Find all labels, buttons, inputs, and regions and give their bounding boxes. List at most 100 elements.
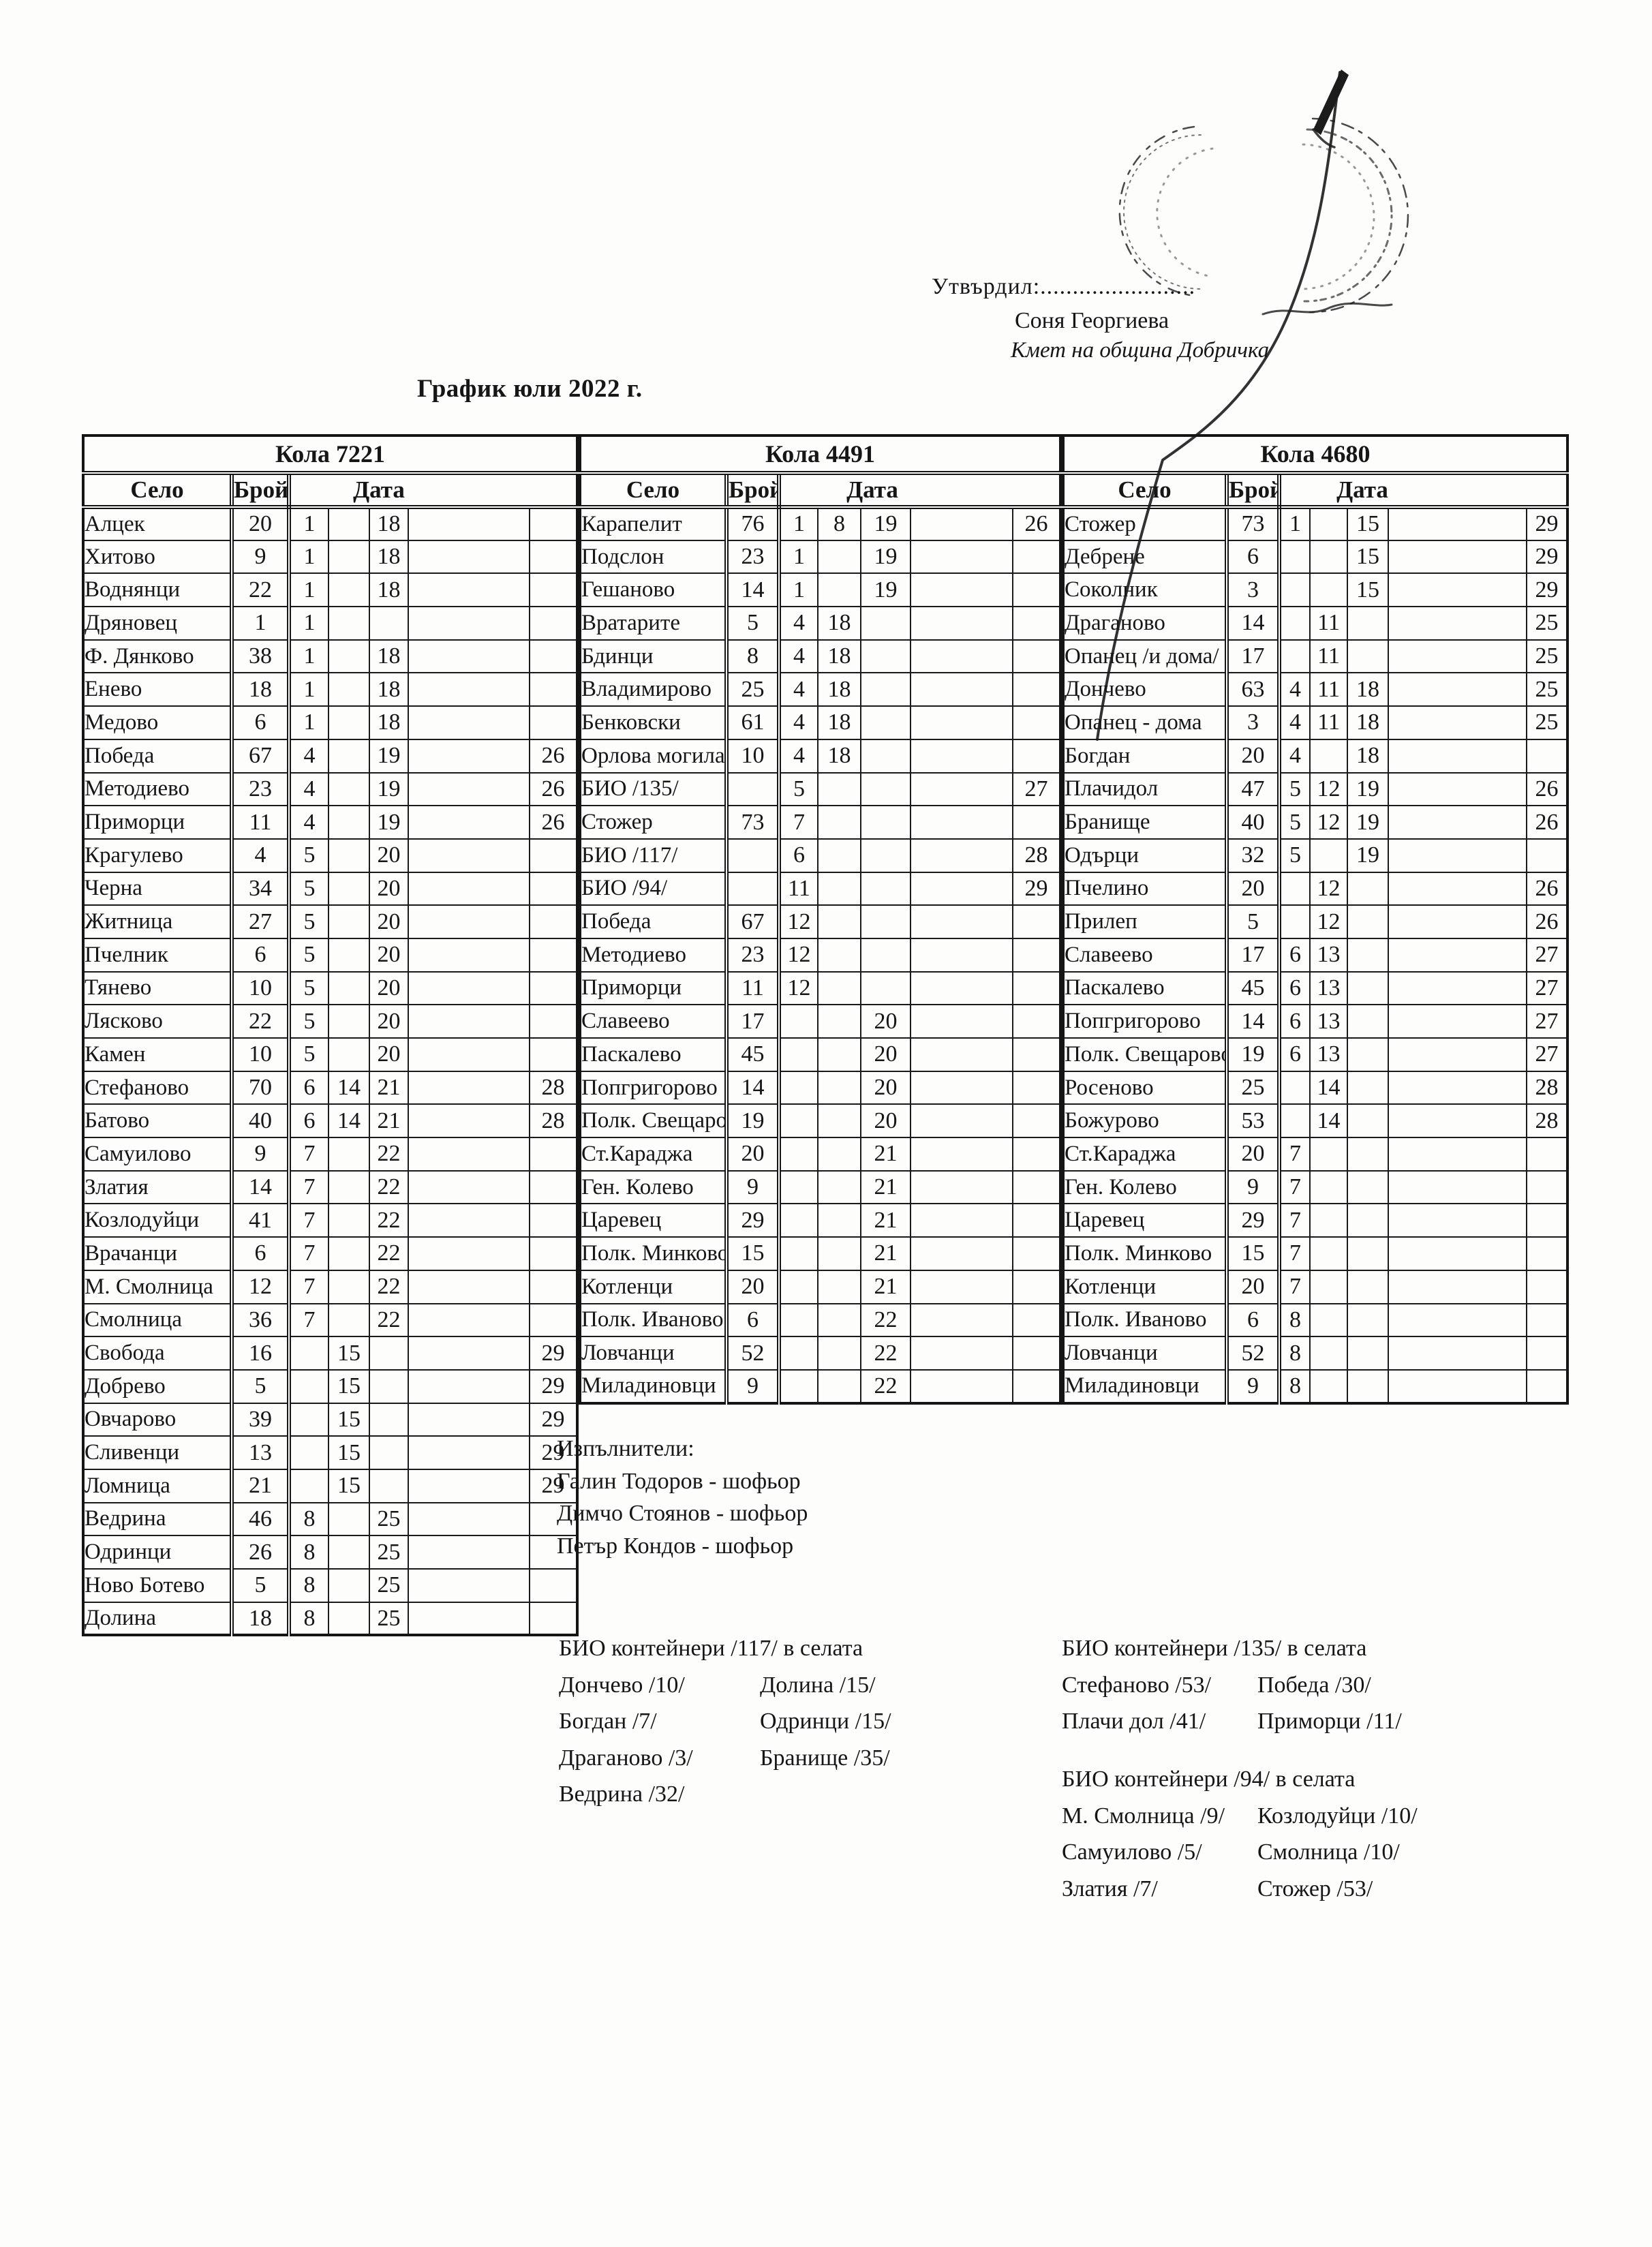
date-spacer-cell — [1388, 937, 1527, 973]
executor-name: Галин Тодоров - шофьор — [557, 1468, 801, 1494]
village-cell: Приморци — [579, 970, 727, 1006]
date-cell-4 — [1012, 606, 1061, 641]
date-cell-2 — [328, 904, 370, 939]
table-row: М. Смолница 12 7 22 — [82, 1269, 578, 1304]
date-cell-4 — [1012, 1269, 1061, 1304]
date-cell-1: 5 — [288, 937, 329, 973]
date-cell-4 — [529, 572, 578, 608]
date-cell-1: 4 — [778, 606, 819, 641]
bio-village-item: Стефаново /53/ — [1062, 1672, 1212, 1698]
date-cell-4 — [529, 639, 578, 674]
date-cell-1: 4 — [1279, 672, 1311, 707]
signature-flourish — [1261, 302, 1393, 316]
table-row: Полк. Иваново 6 22 — [579, 1302, 1061, 1338]
table-row: Котленци 20 7 — [1062, 1269, 1568, 1304]
column-header-count: Брой — [230, 472, 291, 509]
date-cell-2: 13 — [1309, 1004, 1348, 1039]
date-spacer-cell — [910, 506, 1013, 541]
count-cell: 18 — [230, 1601, 291, 1636]
date-spacer-cell — [1388, 1336, 1527, 1371]
bio-left-column: Дончево /10/Богдан /7/Драганово /3/Ведри… — [559, 1667, 760, 1813]
date-cell-1: 1 — [288, 506, 329, 541]
date-cell-1 — [288, 1336, 329, 1371]
village-cell: Владимирово — [579, 672, 727, 707]
date-cell-1: 4 — [288, 738, 329, 774]
date-cell-4 — [529, 871, 578, 906]
village-cell: Ведрина — [82, 1501, 232, 1537]
village-cell: Ст.Караджа — [1062, 1137, 1227, 1172]
vehicle-group-table: Кола 7221 Село Брой Дата Алцек 20 1 18 Хитов… — [82, 434, 579, 1637]
date-spacer-cell — [408, 1004, 530, 1039]
date-cell-2: 14 — [1309, 1070, 1348, 1105]
date-cell-3: 15 — [1347, 539, 1389, 575]
date-cell-2 — [328, 871, 370, 906]
table-row: Опанец /и дома/17 11 25 — [1062, 639, 1568, 674]
village-cell: Бенковски — [579, 705, 727, 740]
count-cell: 15 — [1225, 1236, 1281, 1271]
stamp-right-mark — [1299, 117, 1409, 314]
village-cell: Одърци — [1062, 838, 1227, 873]
date-cell-2 — [328, 1501, 370, 1537]
bio-village-item: Стожер /53/ — [1257, 1876, 1373, 1901]
date-cell-1: 8 — [288, 1501, 329, 1537]
date-cell-3: 18 — [369, 539, 409, 575]
date-cell-3 — [860, 904, 911, 939]
date-cell-3 — [369, 1402, 409, 1437]
table-row: Божурово 53 14 28 — [1062, 1103, 1568, 1139]
village-cell: БИО /117/ — [579, 838, 727, 873]
date-cell-1: 4 — [778, 738, 819, 774]
date-cell-4: 29 — [1526, 539, 1568, 575]
date-cell-2 — [328, 572, 370, 608]
date-cell-2 — [328, 1601, 370, 1636]
date-spacer-cell — [408, 1070, 530, 1105]
date-cell-4 — [1012, 1336, 1061, 1371]
date-cell-3: 22 — [369, 1137, 409, 1172]
date-spacer-cell — [910, 1137, 1013, 1172]
date-cell-1 — [288, 1435, 329, 1470]
date-cell-2: 13 — [1309, 937, 1348, 973]
date-cell-3: 21 — [860, 1269, 911, 1304]
date-spacer-cell — [408, 1137, 530, 1172]
count-cell: 29 — [1225, 1203, 1281, 1238]
count-cell: 39 — [230, 1402, 291, 1437]
bio-right-column: Козлодуйци /10/Смолница /10/Стожер /53/ — [1257, 1798, 1418, 1908]
date-cell-4 — [1012, 738, 1061, 774]
date-cell-1: 1 — [778, 539, 819, 575]
village-cell: Миладиновци — [1062, 1369, 1227, 1404]
date-spacer-cell — [408, 871, 530, 906]
village-cell: Стожер — [1062, 506, 1227, 541]
date-cell-3 — [1347, 1070, 1389, 1105]
village-cell: Дончево — [1062, 672, 1227, 707]
bio-village-item: Драганово /3/ — [559, 1745, 693, 1771]
date-cell-4 — [1012, 672, 1061, 707]
date-cell-4: 28 — [1526, 1070, 1568, 1105]
date-cell-2 — [817, 539, 861, 575]
date-spacer-cell — [1388, 1170, 1527, 1205]
date-cell-2: 15 — [328, 1435, 370, 1470]
date-cell-3: 21 — [860, 1137, 911, 1172]
signature-hook — [1312, 128, 1336, 149]
date-cell-2 — [328, 1170, 370, 1205]
count-cell: 25 — [1225, 1070, 1281, 1105]
table-row: Черна 34 5 20 — [82, 871, 578, 906]
bio-village-item: Долина /15/ — [760, 1672, 876, 1698]
table-row: Плачидол 47 5 12 19 26 — [1062, 771, 1568, 807]
vehicle-group-table: Кола 4491 Село Брой Дата Карапелит 76 1 8 19… — [579, 434, 1062, 1405]
date-cell-3 — [1347, 606, 1389, 641]
date-cell-2 — [817, 871, 861, 906]
table-row: Приморци 11 4 19 26 — [82, 805, 578, 840]
date-spacer-cell — [408, 805, 530, 840]
date-cell-3: 19 — [1347, 838, 1389, 873]
date-spacer-cell — [408, 1535, 530, 1570]
count-cell: 70 — [230, 1070, 291, 1105]
column-header-count: Брой — [724, 472, 781, 509]
count-cell: 14 — [724, 1070, 781, 1105]
village-cell: Воднянци — [82, 572, 232, 608]
village-cell: Ломница — [82, 1468, 232, 1503]
table-row: Методиево 23 4 19 26 — [82, 771, 578, 807]
date-cell-2: 15 — [328, 1369, 370, 1404]
date-spacer-cell — [1388, 1004, 1527, 1039]
date-cell-2 — [328, 838, 370, 873]
village-cell: Методиево — [579, 937, 727, 973]
date-cell-2 — [817, 1037, 861, 1072]
